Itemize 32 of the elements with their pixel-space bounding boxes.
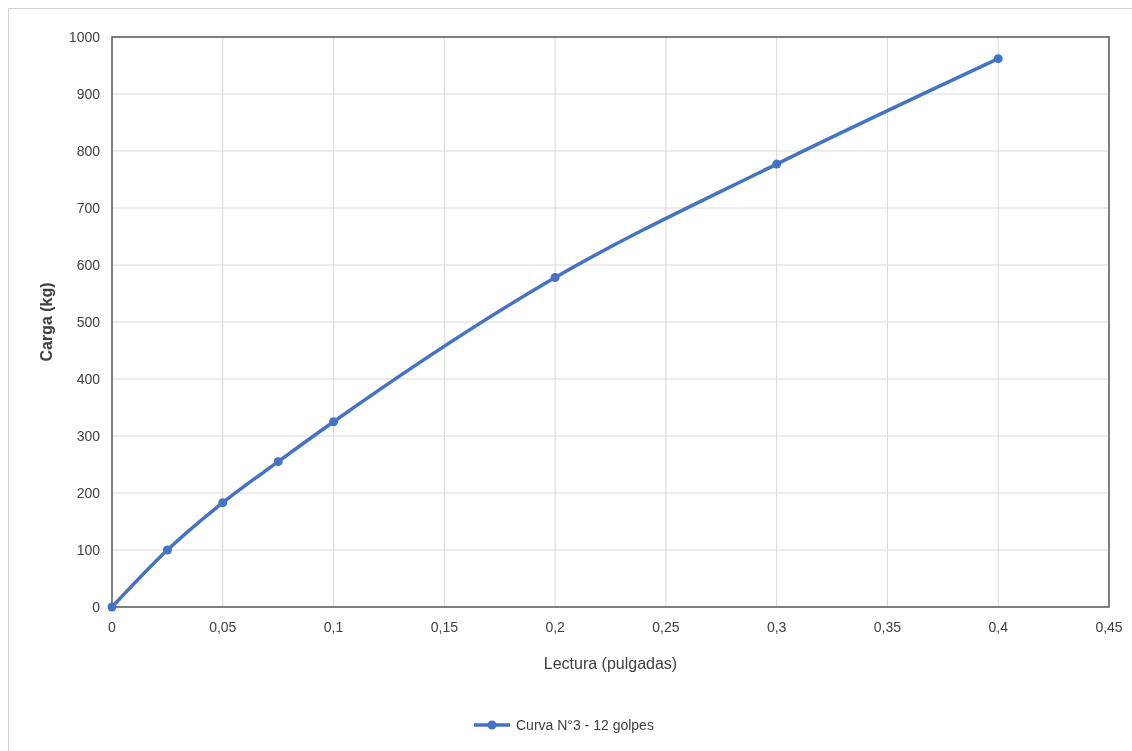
point <box>218 498 228 508</box>
x-tick-label: 0,3 <box>766 619 787 635</box>
y-tick-label: 400 <box>76 371 101 387</box>
x-tick-label: 0,35 <box>873 619 902 635</box>
y-tick-label: 600 <box>76 257 101 273</box>
x-axis-title: Lectura (pulgadas) <box>543 655 678 672</box>
point <box>772 159 782 169</box>
x-tick-label: 0,45 <box>1095 619 1123 635</box>
point <box>162 545 172 555</box>
y-tick-label: 700 <box>76 200 101 216</box>
x-tick-label: 0,25 <box>652 619 680 635</box>
point <box>107 602 117 612</box>
y-tick-label: 900 <box>76 86 101 102</box>
x-tick-label: 0,1 <box>323 619 344 635</box>
y-axis-title: Carga (kg) <box>38 282 55 362</box>
y-tick-label: 200 <box>76 485 101 501</box>
point <box>550 273 560 283</box>
point <box>273 457 283 467</box>
y-tick-label: 500 <box>76 314 101 330</box>
point <box>329 417 339 427</box>
y-tick-label: 100 <box>76 542 101 558</box>
x-tick-label: 0,05 <box>209 619 237 635</box>
y-tick-label: 0 <box>92 599 101 615</box>
legend-label: Curva N°3 - 12 golpes <box>516 717 654 733</box>
x-tick-label: 0,2 <box>545 619 566 635</box>
y-tick-label: 1000 <box>68 29 101 45</box>
y-tick-label: 300 <box>76 428 101 444</box>
y-tick-label: 800 <box>76 143 101 159</box>
x-tick-label: 0,4 <box>988 619 1009 635</box>
x-tick-label: 0 <box>108 619 117 635</box>
x-tick-label: 0,15 <box>430 619 459 635</box>
point <box>993 54 1003 64</box>
